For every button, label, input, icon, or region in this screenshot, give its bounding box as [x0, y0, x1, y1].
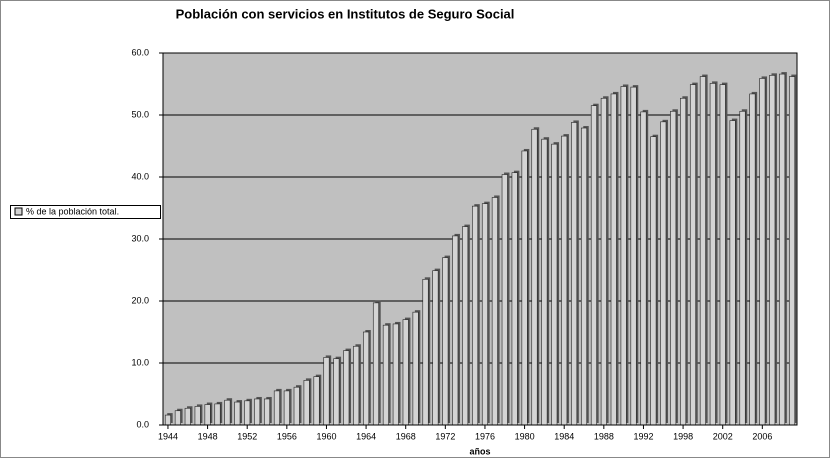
bar [254, 398, 261, 426]
x-tick-label: 1944 [158, 431, 178, 441]
x-tick-label: 1956 [277, 431, 297, 441]
bar [293, 386, 300, 426]
bar [164, 414, 171, 426]
x-tick-label: 1972 [435, 431, 455, 441]
x-tick-label: 1952 [237, 431, 257, 441]
bar [769, 75, 776, 426]
bar [313, 376, 320, 426]
bar [779, 73, 786, 426]
bar [689, 84, 697, 426]
bar [462, 226, 469, 426]
bar [273, 390, 280, 426]
bar [432, 270, 439, 426]
legend-box [10, 205, 161, 219]
bar [600, 97, 607, 426]
bar [729, 120, 736, 426]
x-tick-label: 1980 [515, 431, 535, 441]
y-tick-label: 20.0 [131, 295, 149, 305]
bar [382, 324, 389, 426]
bar [709, 83, 716, 426]
bar [561, 135, 568, 426]
bar [214, 403, 221, 426]
bar [699, 76, 706, 426]
y-tick-label: 40.0 [131, 171, 149, 181]
bar [640, 111, 647, 426]
bar [412, 311, 419, 426]
bar [511, 172, 518, 426]
bar [263, 398, 271, 426]
bar [521, 150, 528, 426]
y-tick-label: 30.0 [131, 233, 149, 243]
y-tick-label: 10.0 [131, 357, 149, 367]
bar [372, 302, 380, 426]
bar [670, 110, 677, 426]
bar [660, 121, 667, 426]
bar [392, 323, 399, 426]
bar [184, 407, 191, 426]
bar [620, 86, 627, 426]
bar [452, 235, 459, 426]
legend-label: % de la población total. [26, 206, 119, 216]
x-tick-label: 1988 [594, 431, 614, 441]
bar [481, 203, 488, 426]
bar [759, 78, 766, 426]
x-tick-label: 1960 [316, 431, 336, 441]
bar [353, 345, 360, 426]
bar [442, 257, 449, 426]
bar [531, 128, 538, 426]
bar [749, 93, 756, 426]
x-tick-label: 1992 [633, 431, 653, 441]
bar [244, 400, 251, 426]
x-tick-label: 2006 [752, 431, 772, 441]
x-tick-label: 1948 [198, 431, 218, 441]
bar [551, 143, 558, 426]
bar [739, 110, 746, 426]
bar [571, 122, 578, 426]
bar [283, 390, 290, 426]
bar [719, 84, 726, 426]
x-tick-label: 1976 [475, 431, 495, 441]
x-axis-label: años [469, 446, 490, 456]
legend-swatch [14, 207, 23, 216]
bar [234, 401, 241, 426]
bar [680, 97, 687, 426]
bar [610, 93, 617, 426]
x-tick-label: 1998 [673, 431, 693, 441]
chart-title: Población con servicios en Institutos de… [176, 6, 515, 21]
x-tick-label: 1984 [554, 431, 574, 441]
x-tick-label: 1968 [396, 431, 416, 441]
bar [501, 174, 508, 426]
x-tick-label: 2002 [713, 431, 733, 441]
bar [204, 404, 211, 426]
x-tick-label: 1964 [356, 431, 376, 441]
bar [590, 105, 597, 426]
bar [363, 331, 370, 426]
y-tick-label: 50.0 [131, 109, 149, 119]
bar [224, 399, 231, 426]
bar [472, 205, 479, 426]
bar [343, 350, 350, 426]
bar [541, 138, 548, 426]
bar [630, 86, 637, 426]
bar [580, 127, 588, 426]
bar [789, 76, 796, 426]
bar [194, 406, 201, 426]
bar [650, 136, 657, 426]
bar [333, 358, 340, 426]
bar [422, 278, 429, 426]
bar [491, 197, 498, 426]
bar [402, 319, 409, 426]
bar [303, 380, 310, 426]
bar [174, 410, 181, 426]
y-tick-label: 0.0 [136, 419, 149, 429]
y-tick-label: 60.0 [131, 47, 149, 57]
bar [323, 357, 330, 426]
